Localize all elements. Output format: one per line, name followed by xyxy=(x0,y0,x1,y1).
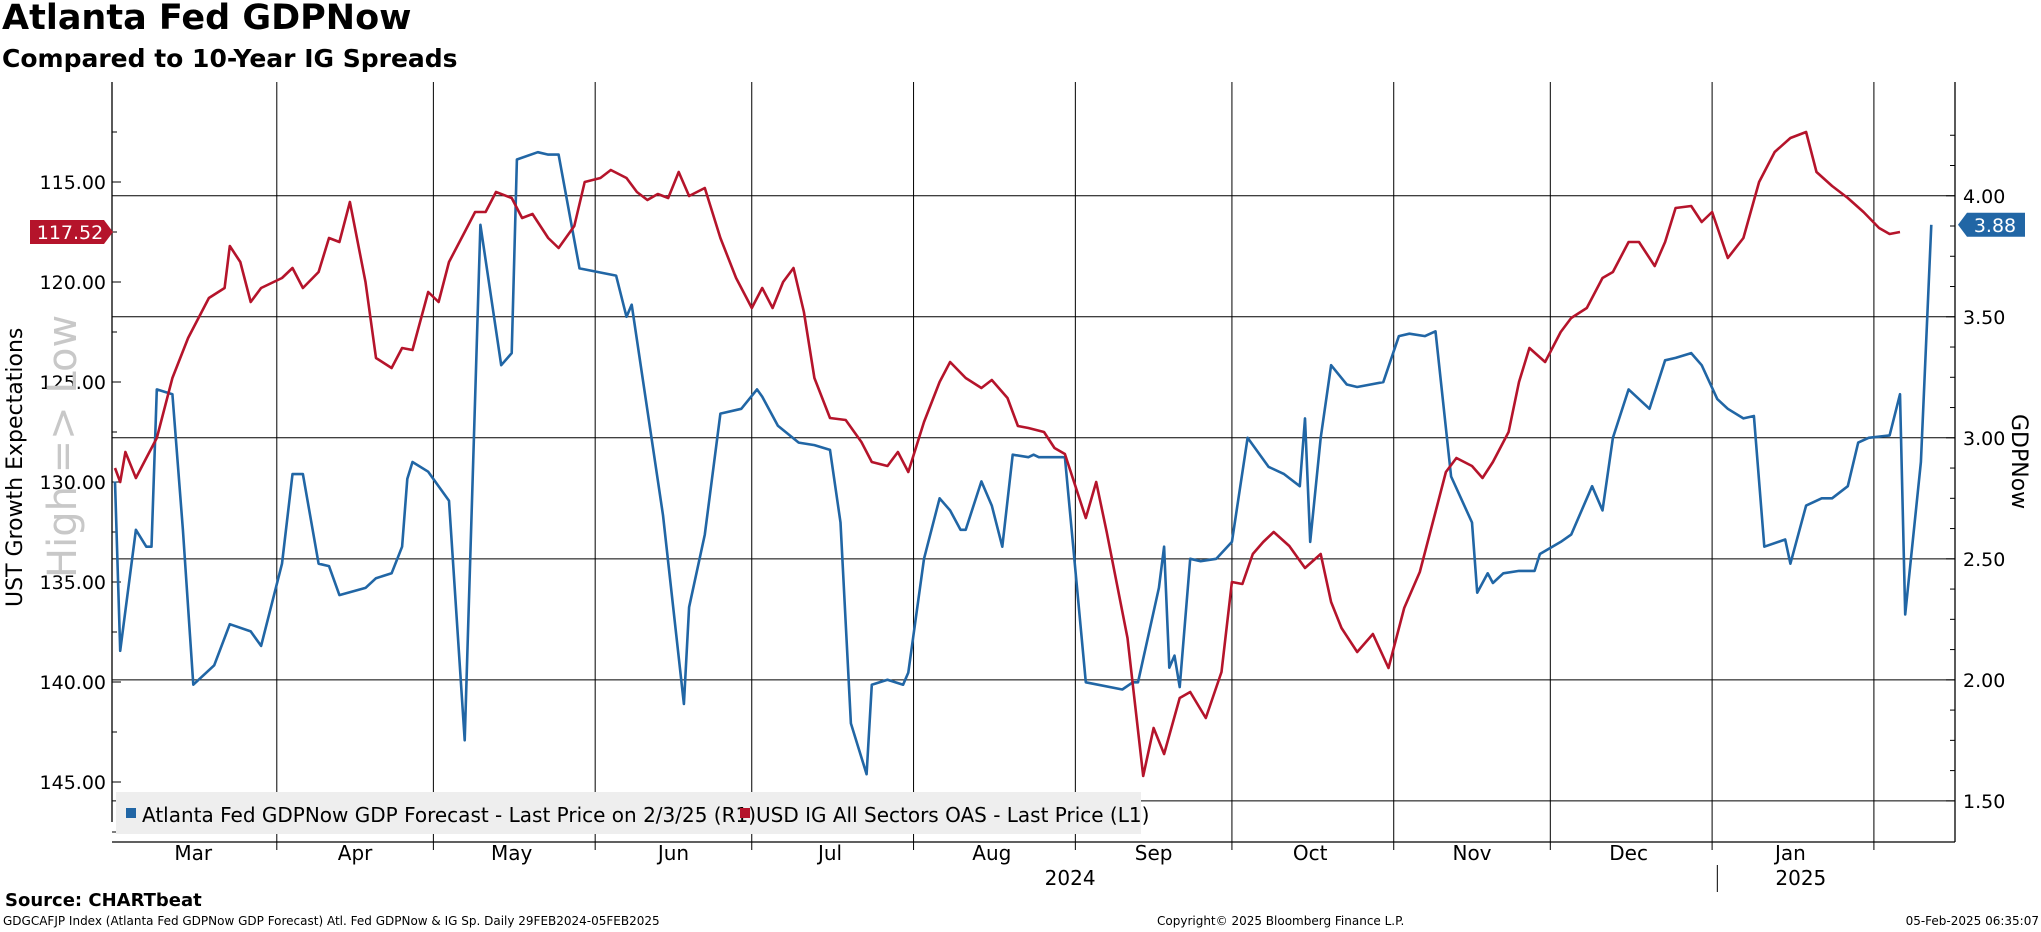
index-description: GDGCAFJP Index (Atlanta Fed GDPNow GDP F… xyxy=(3,914,660,928)
left-tick-label: 130.00 xyxy=(40,472,106,494)
last-value-tag-right xyxy=(1958,212,2025,237)
left-tick-label: 145.00 xyxy=(40,772,106,794)
month-label: Dec xyxy=(1609,841,1648,865)
axis-direction-watermark: High => Low xyxy=(40,315,86,578)
copyright-text: Copyright© 2025 Bloomberg Finance L.P. xyxy=(1157,914,1405,928)
month-label: Nov xyxy=(1452,841,1491,865)
month-label: Jul xyxy=(816,841,842,865)
legend-swatch-gdpnow xyxy=(126,808,136,818)
year-label: 2025 xyxy=(1775,866,1826,890)
year-label: 2024 xyxy=(1045,866,1096,890)
left-axis-title: UST Growth Expectations xyxy=(3,328,28,607)
legend-label-ig_oas: USD IG All Sectors OAS - Last Price (L1) xyxy=(756,803,1149,827)
right-tick-label: 2.00 xyxy=(1963,670,2005,692)
right-tick-label: 4.00 xyxy=(1963,186,2005,208)
month-label: Apr xyxy=(338,841,373,865)
left-tick-label: 135.00 xyxy=(40,572,106,594)
legend-label-gdpnow: Atlanta Fed GDPNow GDP Forecast - Last P… xyxy=(142,803,756,827)
last-value-right: 3.88 xyxy=(1974,215,2016,237)
series-line-ig_oas xyxy=(113,130,1901,778)
last-value-tag-left xyxy=(30,220,113,244)
left-tick-label: 140.00 xyxy=(40,672,106,694)
month-label: Jan xyxy=(1773,841,1806,865)
right-tick-label: 3.00 xyxy=(1963,428,2005,450)
right-tick-label: 2.50 xyxy=(1963,549,2005,571)
month-label: May xyxy=(491,841,533,865)
timestamp: 05-Feb-2025 06:35:07 xyxy=(1905,914,2039,928)
right-axis-title: GDPNow xyxy=(2006,414,2031,509)
legend-box xyxy=(116,792,1141,834)
left-tick-label: 115.00 xyxy=(40,172,106,194)
series-line-gdpnow xyxy=(113,150,1933,776)
last-value-left: 117.52 xyxy=(37,222,103,244)
month-label: Aug xyxy=(972,841,1011,865)
month-label: Oct xyxy=(1293,841,1328,865)
month-label: Jun xyxy=(656,841,689,865)
right-tick-label: 1.50 xyxy=(1963,791,2005,813)
right-tick-label: 3.50 xyxy=(1963,307,2005,329)
legend-swatch-ig_oas xyxy=(740,808,750,818)
month-label: Sep xyxy=(1135,841,1173,865)
chart-title: Atlanta Fed GDPNow xyxy=(2,0,412,38)
chart-subtitle: Compared to 10-Year IG Spreads xyxy=(2,44,458,73)
source-label: Source: CHARTbeat xyxy=(5,890,202,911)
left-tick-label: 120.00 xyxy=(40,272,106,294)
left-tick-label: 125.00 xyxy=(40,372,106,394)
month-label: Mar xyxy=(174,841,213,865)
